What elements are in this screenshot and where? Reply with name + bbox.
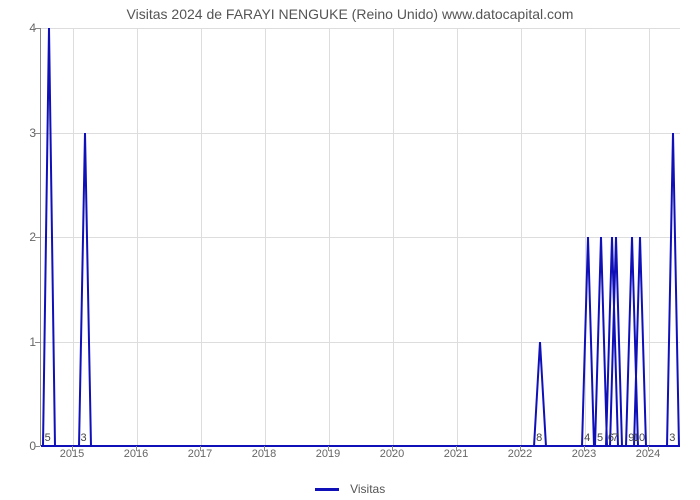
ytick-label: 1 [6,335,36,349]
xtick-mark [392,446,393,451]
xtick-mark [648,446,649,451]
grid-v [457,28,458,445]
ytick-mark [35,28,40,29]
grid-v [201,28,202,445]
ytick-mark [35,133,40,134]
grid-v [265,28,266,445]
plot-area [40,28,680,446]
spike-value-label: 4 [584,432,590,444]
grid-v [329,28,330,445]
data-spike [43,27,55,447]
spike-value-label: 7 [612,432,618,444]
ytick-label: 2 [6,230,36,244]
xtick-mark [72,446,73,451]
legend-label: Visitas [350,482,385,496]
xtick-mark [520,446,521,451]
grid-v [73,28,74,445]
data-spike [582,236,594,447]
spike-value-label: 5 [45,432,51,444]
data-spike [79,132,91,448]
ytick-mark [35,446,40,447]
grid-v [649,28,650,445]
spike-value-label: 8 [536,432,542,444]
spike-value-label: 10 [633,432,645,444]
legend: Visitas [0,481,700,496]
xtick-mark [136,446,137,451]
spike-value-label: 5 [597,432,603,444]
spike-value-label: 3 [669,432,675,444]
grid-v [521,28,522,445]
ytick-label: 4 [6,21,36,35]
ytick-mark [35,342,40,343]
visits-chart: Visitas 2024 de FARAYI NENGUKE (Reino Un… [0,0,700,500]
ytick-label: 3 [6,126,36,140]
xtick-mark [264,446,265,451]
ytick-label: 0 [6,439,36,453]
xtick-mark [200,446,201,451]
data-spike [610,236,622,447]
data-spike [667,132,679,448]
legend-swatch [315,488,339,491]
spike-value-label: 3 [80,432,86,444]
data-spike [634,236,646,447]
ytick-mark [35,237,40,238]
xtick-mark [456,446,457,451]
xtick-mark [584,446,585,451]
grid-v [393,28,394,445]
xtick-mark [328,446,329,451]
grid-v [137,28,138,445]
chart-title: Visitas 2024 de FARAYI NENGUKE (Reino Un… [0,6,700,22]
